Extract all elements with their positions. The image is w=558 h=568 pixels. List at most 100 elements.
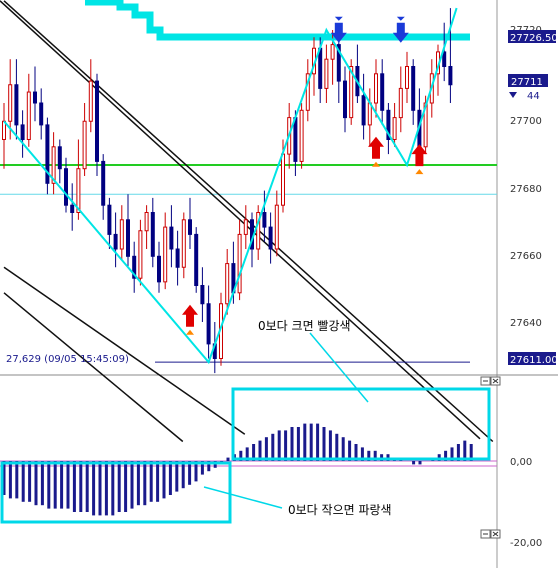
candle-body	[237, 233, 242, 294]
buy-arrow-icon	[411, 144, 428, 167]
candle-body	[132, 255, 137, 279]
price-panel	[0, 0, 497, 375]
buy-arrow-icon	[182, 304, 198, 327]
candle-body	[113, 233, 118, 250]
candle-body	[349, 66, 354, 119]
candle-body	[64, 168, 68, 206]
low-info-label: 27,629 (09/05 15:45:09)	[6, 354, 129, 365]
candle-body	[374, 73, 378, 104]
candle-body	[20, 124, 25, 141]
negative-callout-line	[203, 486, 283, 509]
trend-line	[3, 292, 184, 443]
candle-body	[157, 255, 161, 283]
candle-body	[181, 219, 186, 268]
sell-arrow-icon	[392, 22, 409, 43]
candle-body	[200, 285, 205, 305]
candle-body	[107, 204, 112, 235]
candle-body	[380, 73, 385, 111]
current-volume: 44	[509, 91, 540, 102]
candle-body	[2, 120, 6, 140]
candle-body	[57, 146, 62, 170]
candle-body	[51, 146, 56, 184]
candle-body	[299, 109, 304, 162]
candle-body	[206, 303, 211, 345]
oscillator-series	[0, 423, 497, 516]
candle-body	[386, 109, 391, 141]
current-price-tag: 27711	[508, 74, 548, 88]
candle-body	[330, 44, 335, 60]
candle-body	[14, 84, 19, 126]
candle-body	[8, 84, 13, 122]
current-volume-text: 44	[527, 91, 540, 102]
candle-body	[274, 204, 279, 250]
buy-marker-icon	[415, 169, 424, 175]
candle-body	[194, 233, 199, 286]
sell-arrow-icon	[330, 22, 347, 43]
candle-body	[188, 219, 192, 235]
candle-body	[305, 73, 310, 111]
candle-body	[324, 58, 329, 89]
bottom-price-tag-text: 27611.00	[510, 355, 558, 366]
candle-body	[281, 153, 285, 206]
candle-body	[243, 219, 248, 235]
candle-body	[163, 226, 168, 283]
sell-marker-icon	[334, 16, 343, 21]
panel-controls-bottom[interactable]	[480, 529, 501, 539]
candle-body	[45, 124, 50, 184]
candle-body	[76, 168, 81, 213]
trend-line	[0, 0, 481, 440]
candle-body	[411, 66, 416, 111]
price-tick-label: 27660	[510, 251, 542, 262]
positive-highlight-box	[231, 387, 491, 461]
candle-body	[448, 66, 453, 86]
candle-body	[138, 230, 143, 279]
buy-marker-icon	[372, 161, 380, 167]
price-series	[0, 0, 497, 443]
upper-cyan-band	[85, 0, 470, 41]
top-price-tag: 27726.50	[508, 30, 558, 44]
candle-body	[169, 226, 174, 250]
candle-body	[392, 117, 397, 140]
top-price-tag-text: 27726.50	[510, 33, 558, 44]
candle-body	[405, 66, 409, 89]
osc-tick-label: -20,00	[510, 538, 542, 549]
osc-panel-controls[interactable]	[480, 376, 501, 386]
candle-body	[150, 212, 155, 257]
candle-body	[82, 120, 87, 170]
candle-body	[336, 44, 341, 82]
candle-body	[442, 51, 447, 68]
candle-body	[101, 160, 106, 206]
candle-body	[268, 226, 273, 250]
price-tick-label: 27680	[510, 184, 542, 195]
candle-body	[126, 219, 130, 257]
candle-body	[225, 263, 230, 305]
candle-body	[88, 80, 93, 122]
price-tick-label: 27700	[510, 116, 542, 127]
zigzag-line	[3, 7, 458, 365]
buy-arrow-icon	[368, 136, 384, 159]
buy-marker-icon	[186, 329, 194, 335]
price-tick-label: 27640	[510, 318, 542, 329]
bottom-price-tag: 27611.00	[508, 352, 558, 366]
candle-body	[26, 91, 31, 141]
osc-tick-label: 0,00	[510, 457, 532, 468]
negative-highlight-box	[0, 461, 232, 524]
candle-body	[33, 91, 37, 104]
candle-body	[95, 80, 99, 162]
candle-body	[361, 95, 366, 126]
negative-note: 0보다 작으면 파랑색	[288, 503, 392, 517]
price-axis	[497, 0, 558, 375]
candle-body	[318, 47, 323, 89]
candle-body	[343, 80, 347, 119]
trend-line	[3, 0, 494, 443]
positive-note: 0보다 크면 빨강색	[258, 319, 351, 333]
candle-body	[39, 102, 44, 126]
trend-line	[3, 266, 246, 435]
volume-down-icon	[509, 92, 517, 98]
candle-body	[70, 204, 75, 213]
candle-body	[398, 87, 403, 119]
candle-body	[293, 117, 298, 162]
candle-body	[144, 212, 149, 232]
candle-body	[262, 212, 267, 228]
